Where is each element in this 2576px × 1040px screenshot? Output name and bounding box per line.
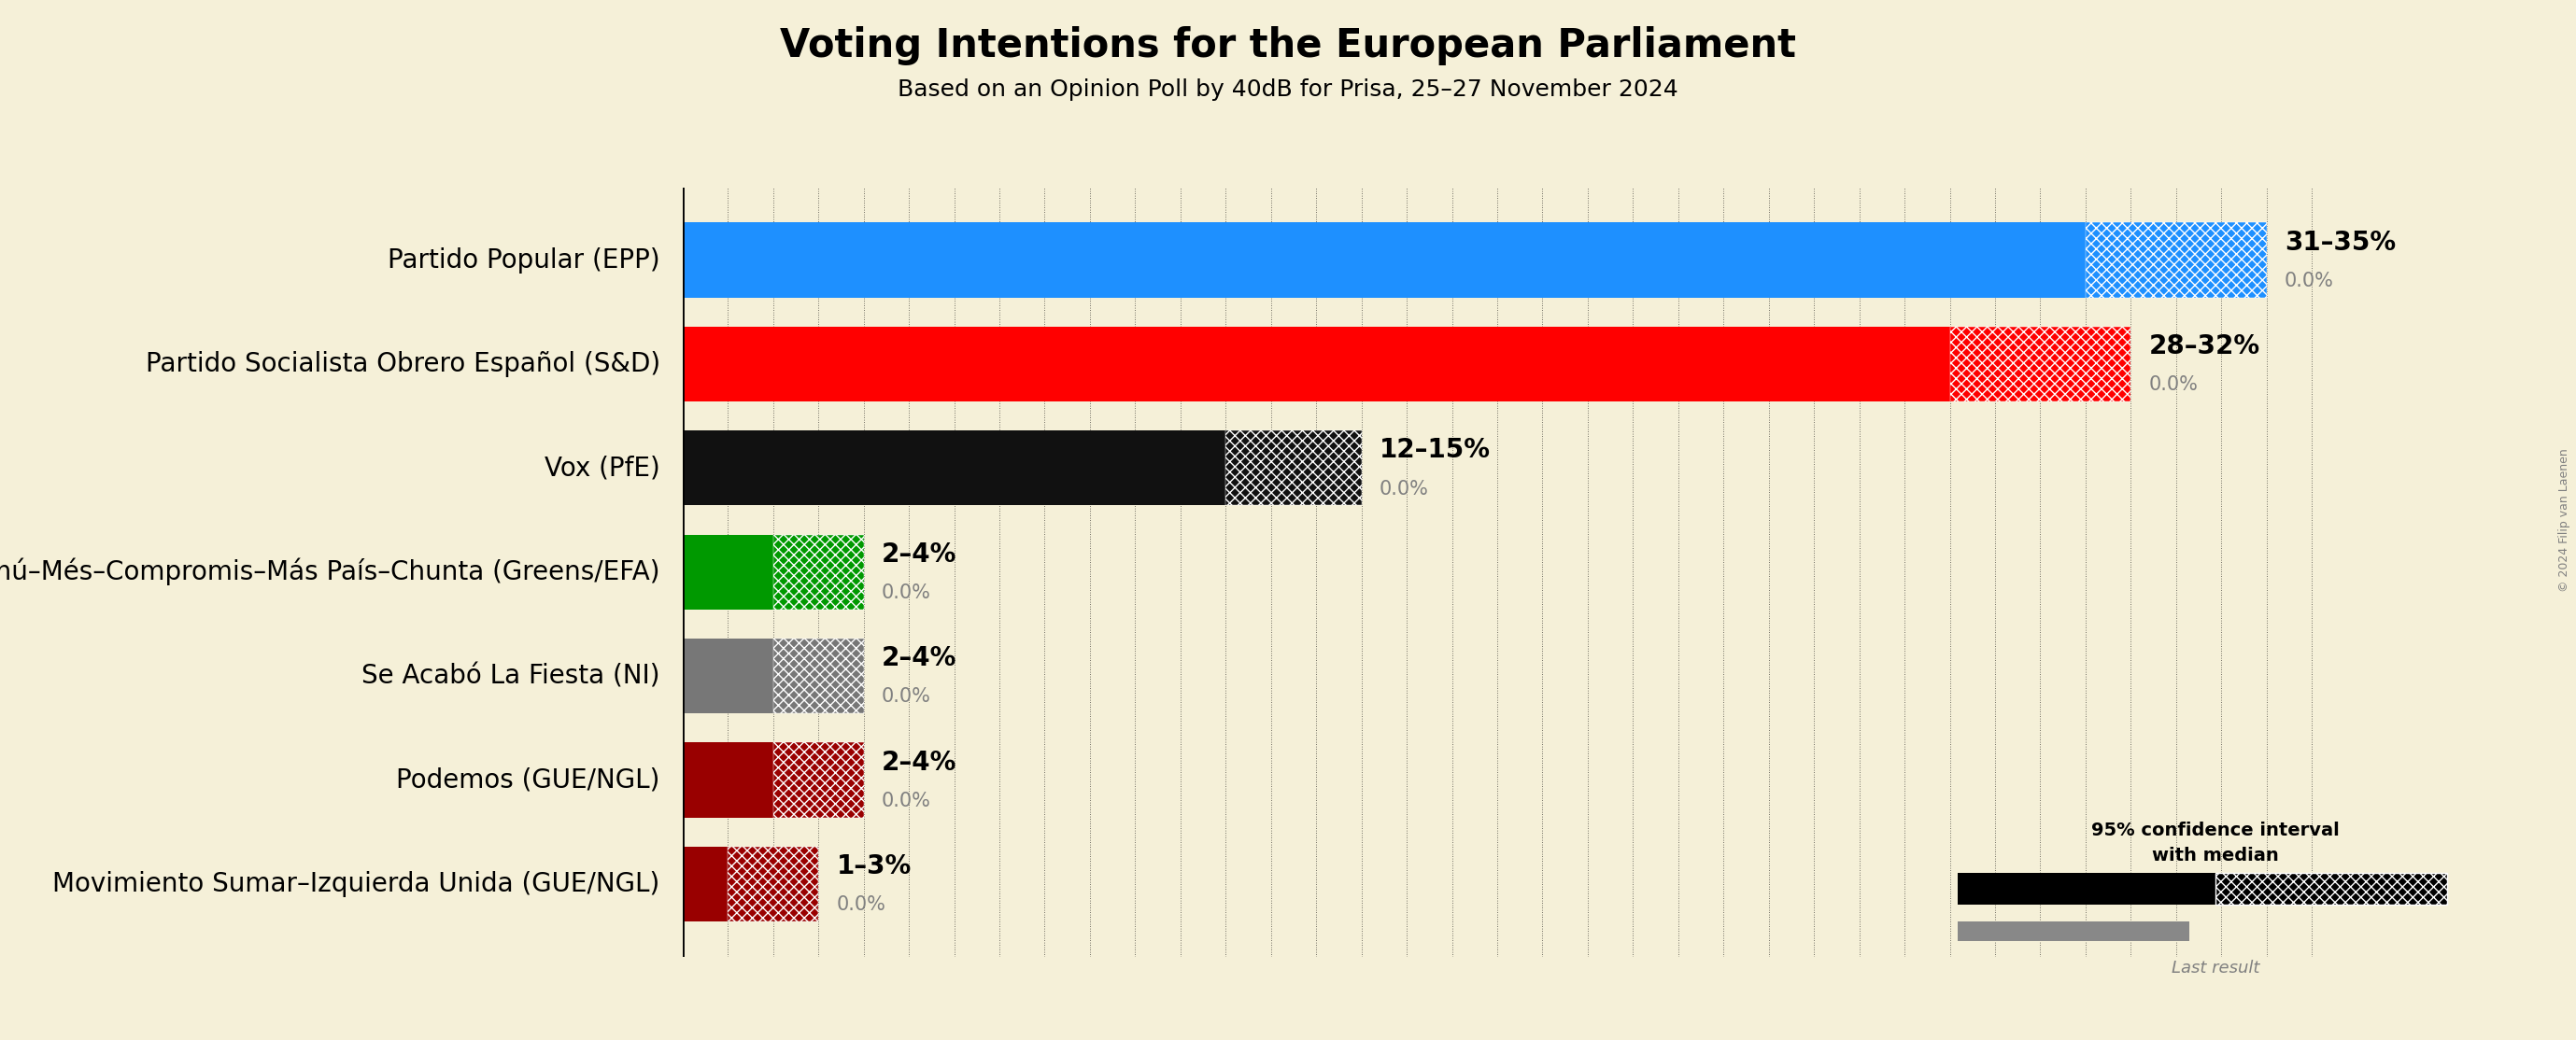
Bar	[683, 327, 1950, 401]
Text: 0.0%: 0.0%	[881, 583, 930, 602]
Text: Based on an Opinion Poll by 40dB for Prisa, 25–27 November 2024: Based on an Opinion Poll by 40dB for Pri…	[896, 78, 1680, 101]
Text: Partido Socialista Obrero Español (S&D): Partido Socialista Obrero Español (S&D)	[144, 350, 659, 378]
Text: © 2024 Filip van Laenen: © 2024 Filip van Laenen	[2558, 448, 2571, 592]
Text: 28–32%: 28–32%	[2148, 333, 2259, 360]
Text: 0.0%: 0.0%	[837, 895, 886, 914]
Bar	[773, 535, 863, 609]
Text: 95% confidence interval: 95% confidence interval	[2092, 822, 2339, 839]
Text: Vox (PfE): Vox (PfE)	[544, 454, 659, 482]
Text: 0.0%: 0.0%	[881, 791, 930, 810]
Bar	[1958, 921, 2190, 941]
Text: Last result: Last result	[2172, 960, 2259, 977]
Text: Movimiento Sumar–Catalunya en Comú–Més–Compromis–Más País–Chunta (Greens/EFA): Movimiento Sumar–Catalunya en Comú–Més–C…	[0, 558, 659, 586]
Bar	[683, 535, 773, 609]
Bar	[683, 847, 729, 921]
Bar	[683, 743, 773, 817]
Text: Voting Intentions for the European Parliament: Voting Intentions for the European Parli…	[781, 26, 1795, 66]
Text: with median: with median	[2151, 847, 2280, 864]
Bar	[1226, 431, 1363, 505]
Bar	[683, 431, 1226, 505]
Text: 0.0%: 0.0%	[2148, 375, 2197, 394]
Text: 0.0%: 0.0%	[881, 687, 930, 706]
Bar	[1958, 873, 2215, 905]
Text: 0.0%: 0.0%	[1381, 479, 1430, 498]
Text: 31–35%: 31–35%	[2285, 229, 2396, 256]
Bar	[683, 639, 773, 713]
Bar	[683, 223, 2087, 297]
Text: Podemos (GUE/NGL): Podemos (GUE/NGL)	[397, 766, 659, 794]
Text: 12–15%: 12–15%	[1381, 437, 1492, 464]
Text: 2–4%: 2–4%	[881, 645, 956, 672]
Bar	[773, 743, 863, 817]
Text: 2–4%: 2–4%	[881, 541, 956, 568]
Text: 1–3%: 1–3%	[837, 853, 912, 880]
Text: Movimiento Sumar–Izquierda Unida (GUE/NGL): Movimiento Sumar–Izquierda Unida (GUE/NG…	[52, 870, 659, 898]
Text: Partido Popular (EPP): Partido Popular (EPP)	[386, 246, 659, 274]
Text: Se Acabó La Fiesta (NI): Se Acabó La Fiesta (NI)	[361, 662, 659, 690]
Bar	[729, 847, 819, 921]
Bar	[2215, 873, 2447, 905]
Bar	[1950, 327, 2130, 401]
Text: 2–4%: 2–4%	[881, 749, 956, 776]
Bar	[2087, 223, 2267, 297]
Bar	[773, 639, 863, 713]
Text: 0.0%: 0.0%	[2285, 271, 2334, 290]
